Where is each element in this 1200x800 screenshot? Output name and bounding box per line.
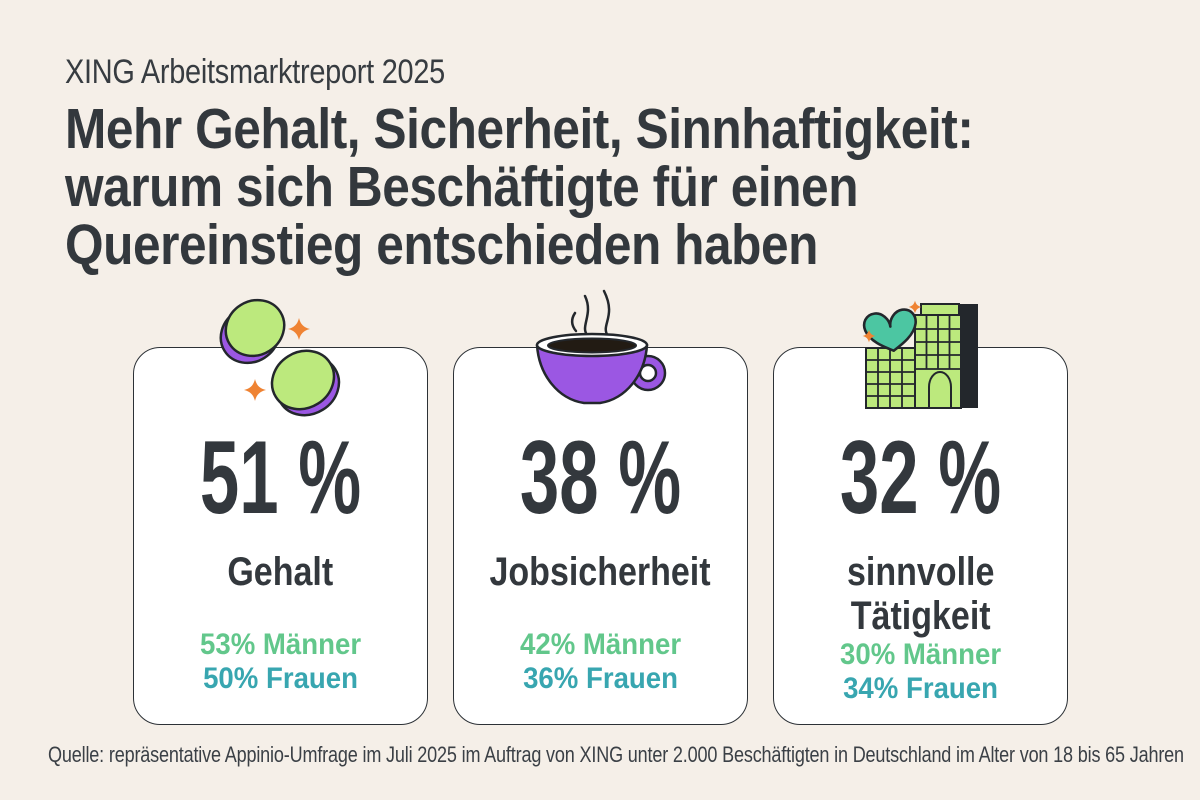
gender-breakdown: 30% Männer 34% Frauen xyxy=(840,638,1001,706)
stat-women: 50% Frauen xyxy=(203,662,358,695)
stat-card-gehalt: 51 % Gehalt 53% Männer 50% Frauen xyxy=(133,298,428,725)
source-note: Quelle: repräsentative Appinio-Umfrage i… xyxy=(48,742,1184,767)
page-title: Mehr Gehalt, Sicherheit, Sinnhaftigkeit:… xyxy=(65,97,974,277)
stat-card-sinnvolle-taetigkeit: 32 % sinnvolle Tätigkeit 30% Männer 34% … xyxy=(773,300,1068,725)
report-eyebrow: XING Arbeitsmarktreport 2025 xyxy=(65,53,445,91)
stat-card-jobsicherheit: 38 % Jobsicherheit 42% Männer 36% Frauen xyxy=(453,289,748,725)
stat-men: 30% Männer xyxy=(839,638,1002,671)
stat-women: 36% Frauen xyxy=(523,662,678,695)
title-line-1: Mehr Gehalt, Sicherheit, Sinnhaftigkeit: xyxy=(65,97,974,161)
coins-icon xyxy=(219,298,341,417)
stat-cards-row: 51 % Gehalt 53% Männer 50% Frauen xyxy=(133,289,1068,725)
coffee-cup-icon xyxy=(535,289,667,405)
gender-breakdown: 53% Männer 50% Frauen xyxy=(200,628,361,696)
stat-label: Jobsicherheit xyxy=(489,550,712,594)
stat-label: Gehalt xyxy=(227,550,334,594)
gender-breakdown: 42% Männer 36% Frauen xyxy=(520,628,681,696)
title-line-2: warum sich Beschäftigte für einen xyxy=(65,155,859,219)
stat-value: 51 % xyxy=(199,420,362,536)
stat-men: 42% Männer xyxy=(519,628,682,661)
stat-men: 53% Männer xyxy=(199,628,362,661)
stat-women: 34% Frauen xyxy=(843,672,998,705)
stat-value: 32 % xyxy=(839,420,1002,536)
header: XING Arbeitsmarktreport 2025 Mehr Gehalt… xyxy=(65,52,1109,274)
building-with-heart-icon xyxy=(862,300,978,409)
title-line-3: Quereinstieg entschieden haben xyxy=(65,213,819,277)
stat-label: sinnvolle Tätigkeit xyxy=(846,550,995,638)
stat-value: 38 % xyxy=(519,420,682,536)
